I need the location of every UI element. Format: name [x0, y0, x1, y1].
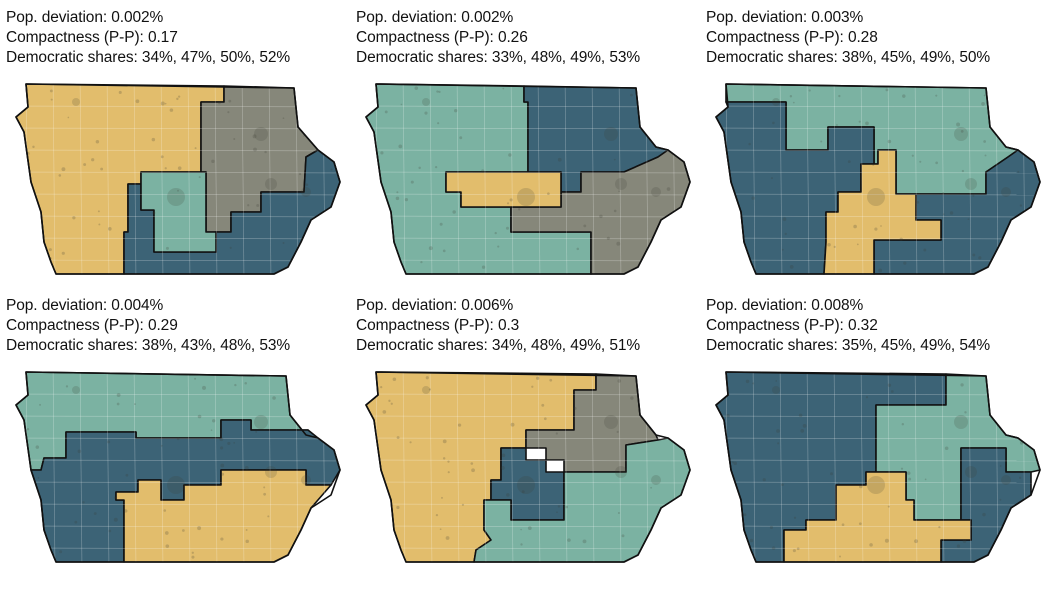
plan-panel-6: Pop. deviation: 0.008% Compactness (P-P)… [706, 296, 1056, 586]
pop-deviation-label: Pop. deviation: 0.002% [6, 9, 164, 26]
state-outline [15, 371, 341, 563]
state-outline [715, 371, 1041, 563]
population-centers [378, 376, 684, 558]
pop-deviation-label: Pop. deviation: 0.004% [6, 297, 164, 314]
plan-caption: Pop. deviation: 0.003% Compactness (P-P)… [706, 8, 990, 68]
compactness-label: Compactness (P-P): 0.29 [6, 317, 178, 334]
population-centers [726, 379, 1025, 558]
democratic-shares-label: Democratic shares: 33%, 48%, 49%, 53% [356, 49, 641, 66]
county-lines [366, 372, 690, 562]
county-lines [16, 372, 340, 562]
democratic-shares-label: Democratic shares: 35%, 45%, 49%, 54% [706, 337, 991, 354]
compactness-label: Compactness (P-P): 0.28 [706, 29, 878, 46]
iowa-district-map [15, 83, 341, 275]
state-outline [715, 83, 1041, 275]
district-region [783, 471, 972, 563]
plan-panel-3: Pop. deviation: 0.003% Compactness (P-P)… [706, 8, 1056, 298]
compactness-label: Compactness (P-P): 0.26 [356, 29, 528, 46]
compactness-label: Compactness (P-P): 0.32 [706, 317, 878, 334]
plan-caption: Pop. deviation: 0.006% Compactness (P-P)… [356, 296, 640, 356]
democratic-shares-label: Democratic shares: 34%, 48%, 49%, 51% [356, 337, 641, 354]
iowa-district-map [715, 83, 1041, 275]
iowa-district-map [365, 83, 691, 275]
plan-caption: Pop. deviation: 0.004% Compactness (P-P)… [6, 296, 290, 356]
plan-caption: Pop. deviation: 0.002% Compactness (P-P)… [356, 8, 640, 68]
democratic-shares-label: Democratic shares: 38%, 45%, 49%, 50% [706, 49, 991, 66]
iowa-district-map [365, 371, 691, 563]
state-outline [365, 371, 691, 563]
democratic-shares-label: Democratic shares: 34%, 47%, 50%, 52% [6, 49, 291, 66]
district-region [445, 171, 562, 208]
pop-deviation-label: Pop. deviation: 0.002% [356, 9, 514, 26]
plan-panel-1: Pop. deviation: 0.002% Compactness (P-P)… [6, 8, 356, 298]
district-region [115, 469, 332, 563]
compactness-label: Compactness (P-P): 0.3 [356, 317, 520, 334]
iowa-district-map [715, 371, 1041, 563]
iowa-district-map [15, 371, 341, 563]
plan-panel-2: Pop. deviation: 0.002% Compactness (P-P)… [356, 8, 706, 298]
state-outline [15, 83, 341, 275]
plan-caption: Pop. deviation: 0.002% Compactness (P-P)… [6, 8, 290, 68]
pop-deviation-label: Pop. deviation: 0.006% [356, 297, 514, 314]
democratic-shares-label: Democratic shares: 38%, 43%, 48%, 53% [6, 337, 291, 354]
district-region [140, 171, 217, 253]
population-centers [26, 89, 333, 263]
pop-deviation-label: Pop. deviation: 0.003% [706, 9, 864, 26]
pop-deviation-label: Pop. deviation: 0.008% [706, 297, 864, 314]
plan-panel-5: Pop. deviation: 0.006% Compactness (P-P)… [356, 296, 706, 586]
state-outline [365, 83, 691, 275]
plan-caption: Pop. deviation: 0.008% Compactness (P-P)… [706, 296, 990, 356]
plan-panel-4: Pop. deviation: 0.004% Compactness (P-P)… [6, 296, 356, 586]
compactness-label: Compactness (P-P): 0.17 [6, 29, 178, 46]
